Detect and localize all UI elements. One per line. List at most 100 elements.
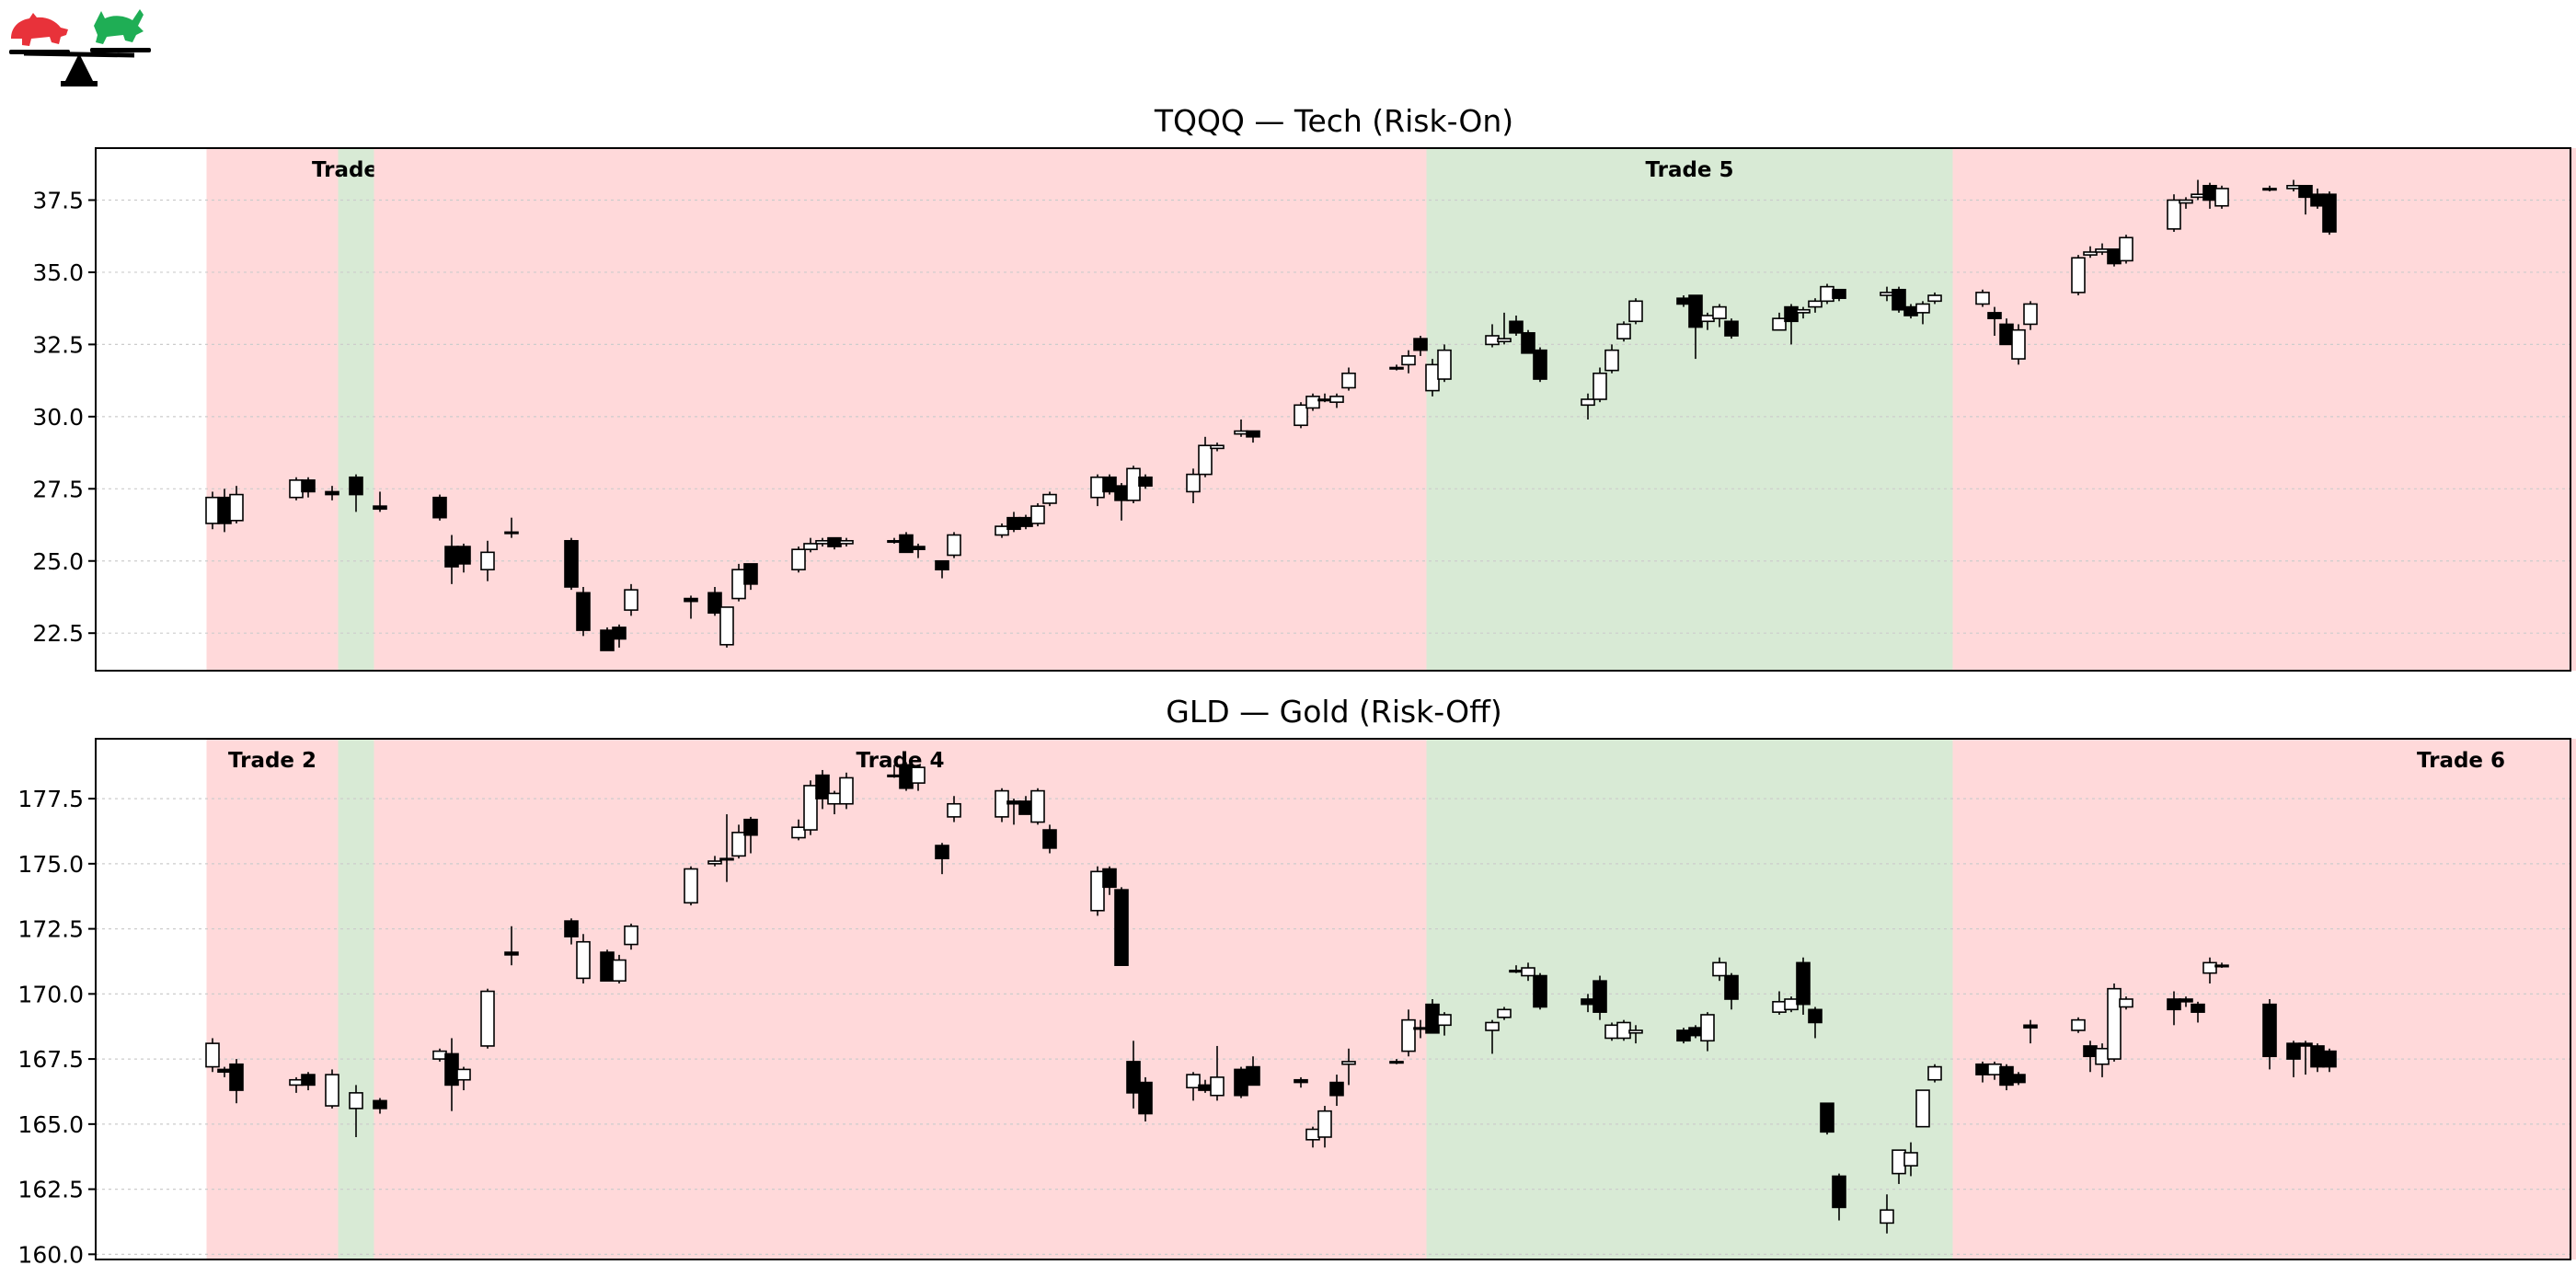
candle-down <box>2167 998 2181 1011</box>
candle-down <box>1784 305 1799 323</box>
candle-up <box>349 1092 363 1110</box>
candle-up <box>1401 1018 1416 1052</box>
candle-down <box>2310 193 2325 207</box>
candle-down <box>2083 1045 2098 1058</box>
candle-up <box>1401 355 1416 366</box>
candle-up <box>1880 1209 1894 1225</box>
candle-down <box>373 505 387 511</box>
candle-down <box>1102 868 1117 889</box>
candle-down <box>1138 1081 1153 1115</box>
y-tick-label: 162.5 <box>17 1177 84 1203</box>
candle-up <box>2095 248 2110 253</box>
candle-down <box>2310 1045 2325 1068</box>
candle-up <box>1712 305 1727 319</box>
candle-up <box>1975 292 1990 305</box>
candle-down <box>1114 485 1129 501</box>
candle-up <box>1820 285 1834 303</box>
candle-up <box>1796 308 1811 314</box>
y-tick-label: 30.0 <box>32 404 84 431</box>
candle-down <box>456 546 471 565</box>
candle-down <box>1676 297 1691 305</box>
candle-down <box>504 951 519 956</box>
candle-up <box>1987 1063 2002 1075</box>
candle-up <box>1186 473 1201 493</box>
candle-down <box>1126 1061 1141 1094</box>
candle-up <box>947 802 961 818</box>
candle-down <box>1808 1008 1823 1024</box>
candle-down <box>1425 1003 1440 1034</box>
candle-up <box>1425 363 1440 392</box>
candle-down <box>1018 516 1033 527</box>
candle-up <box>1497 338 1512 343</box>
candle-down <box>1987 312 2002 319</box>
candle-down <box>1246 1065 1260 1087</box>
candle-down <box>827 536 842 547</box>
band-risk-on <box>1426 739 1953 1259</box>
candle-up <box>803 543 818 550</box>
candle-up <box>827 792 842 805</box>
candle-down <box>1796 961 1811 1006</box>
y-tick-label: 25.0 <box>32 548 84 575</box>
candle-up <box>1485 1021 1500 1031</box>
gld-panel: GLD — Gold (Risk-Off) Trade 2 Trade 4 Trad… <box>17 694 2576 1268</box>
candle-down <box>1018 800 1033 815</box>
candle-up <box>2119 998 2133 1008</box>
candle-up <box>480 551 495 570</box>
candle-up <box>2071 257 2086 293</box>
candle-down <box>301 1074 316 1087</box>
candle-up <box>1210 444 1225 450</box>
candle-up <box>887 539 902 544</box>
y-tick-label: 177.5 <box>17 786 84 812</box>
candle-up <box>1234 430 1248 435</box>
candle-up <box>1509 970 1524 973</box>
band-risk-off <box>1952 739 2576 1259</box>
candle-up <box>2202 961 2217 974</box>
candle-up <box>1042 493 1057 504</box>
candle-down <box>217 496 232 524</box>
candle-down <box>2023 1024 2038 1029</box>
candle-down <box>1246 430 1260 438</box>
band-risk-on <box>338 739 374 1259</box>
candle-up <box>1389 1061 1404 1064</box>
candle-up <box>1880 292 1894 296</box>
candle-down <box>564 920 579 937</box>
candle-up <box>1305 1128 1320 1141</box>
candle-up <box>1700 1014 1715 1042</box>
candle-up <box>1030 789 1045 823</box>
candle-down <box>2011 1074 2026 1084</box>
candle-up <box>684 868 698 904</box>
candle-down <box>1234 1068 1248 1097</box>
candle-down <box>1999 1065 2014 1087</box>
candle-up <box>1915 1089 1930 1128</box>
candle-down <box>1521 332 1535 354</box>
band-risk-off <box>374 739 1427 1259</box>
candle-up <box>1784 998 1799 1011</box>
y-tick-label: 165.0 <box>17 1111 84 1138</box>
band-risk-off <box>206 148 339 671</box>
candle-up <box>791 548 806 570</box>
candle-up <box>205 496 220 524</box>
scale-icon <box>9 48 151 86</box>
candle-down <box>1198 1084 1213 1091</box>
candle-up <box>1903 1152 1918 1167</box>
candle-down <box>935 559 949 570</box>
candle-down <box>1892 288 1906 311</box>
y-tick-label: 37.5 <box>32 187 84 213</box>
plot-frame <box>95 738 2571 1260</box>
candle-up <box>1772 1001 1787 1013</box>
candle-down <box>1688 1027 1703 1037</box>
candle-up <box>1210 1076 1225 1097</box>
candle-up <box>325 1074 339 1107</box>
candle-down <box>707 592 722 615</box>
trade-label: Trade 2 <box>228 749 316 773</box>
candle-down <box>1724 974 1739 1000</box>
candle-down <box>2179 998 2193 1003</box>
candle-up <box>1772 317 1787 331</box>
candle-up <box>2214 964 2229 968</box>
bull-icon <box>94 9 144 44</box>
candle-up <box>1329 396 1344 403</box>
candle-up <box>815 539 830 545</box>
candle-up <box>2214 188 2229 207</box>
candle-up <box>1616 1021 1631 1040</box>
candle-up <box>1090 476 1105 499</box>
